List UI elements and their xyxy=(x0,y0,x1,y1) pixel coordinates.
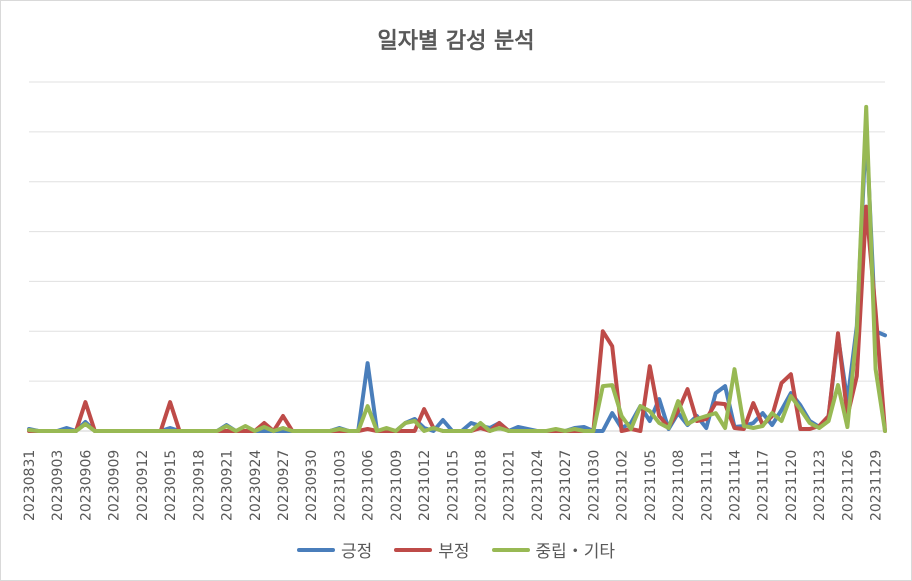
x-tick-label: 20231030 xyxy=(586,450,602,521)
legend-item: 긍정 xyxy=(296,537,373,562)
series-line xyxy=(27,204,887,433)
x-tick-label: 20231012 xyxy=(417,450,433,521)
x-tick-label: 20231105 xyxy=(643,450,659,521)
x-tick-label: 20231015 xyxy=(445,450,461,521)
x-tick-label: 20231114 xyxy=(727,450,743,521)
legend-label: 긍정 xyxy=(340,542,373,562)
x-tick-label: 20230903 xyxy=(50,450,66,521)
x-tick-label: 20231126 xyxy=(840,450,856,521)
x-tick-label: 20231129 xyxy=(869,450,885,521)
x-tick-label: 20230921 xyxy=(220,450,236,521)
x-tick-label: 20231027 xyxy=(558,450,574,521)
legend-label: 중립・기타 xyxy=(535,542,616,562)
x-tick-label: 20231024 xyxy=(530,450,546,521)
x-tick-label: 20230915 xyxy=(163,450,179,521)
x-tick-label: 20231120 xyxy=(784,450,800,521)
x-tick-label: 20231018 xyxy=(474,450,490,521)
x-tick-label: 20231102 xyxy=(615,450,631,521)
legend-swatch xyxy=(491,547,530,552)
x-tick-label: 20230924 xyxy=(248,450,264,521)
x-tick-label: 20231123 xyxy=(812,450,828,521)
legend-item: 부정 xyxy=(394,537,470,562)
x-tick-label: 20230918 xyxy=(191,450,207,521)
x-tick-label: 20230927 xyxy=(276,450,292,521)
legend-swatch xyxy=(394,547,433,552)
x-tick-label: 20231108 xyxy=(671,450,687,521)
x-tick-label: 20230930 xyxy=(304,450,320,521)
x-tick-label: 20231009 xyxy=(389,450,405,521)
legend-label: 부정 xyxy=(438,542,470,562)
series-line xyxy=(27,124,887,433)
legend: 긍정 부정 중립・기타 xyxy=(1,537,911,562)
legend-item: 중립・기타 xyxy=(491,537,616,562)
x-tick-label: 20230831 xyxy=(22,450,38,521)
series-line xyxy=(27,104,887,433)
x-tick-label: 20231021 xyxy=(502,450,518,521)
x-tick-label: 20231111 xyxy=(699,450,715,521)
x-tick-label: 20230909 xyxy=(107,450,123,521)
legend-swatch xyxy=(296,547,335,552)
x-tick-label: 20231006 xyxy=(361,450,377,521)
chart-title: 일자별 감성 분석 xyxy=(377,29,535,54)
x-tick-label: 20231003 xyxy=(332,450,348,521)
x-tick-label: 20230906 xyxy=(78,450,94,521)
x-tick-label: 20231117 xyxy=(756,450,772,521)
x-tick-label: 20230912 xyxy=(135,450,151,521)
